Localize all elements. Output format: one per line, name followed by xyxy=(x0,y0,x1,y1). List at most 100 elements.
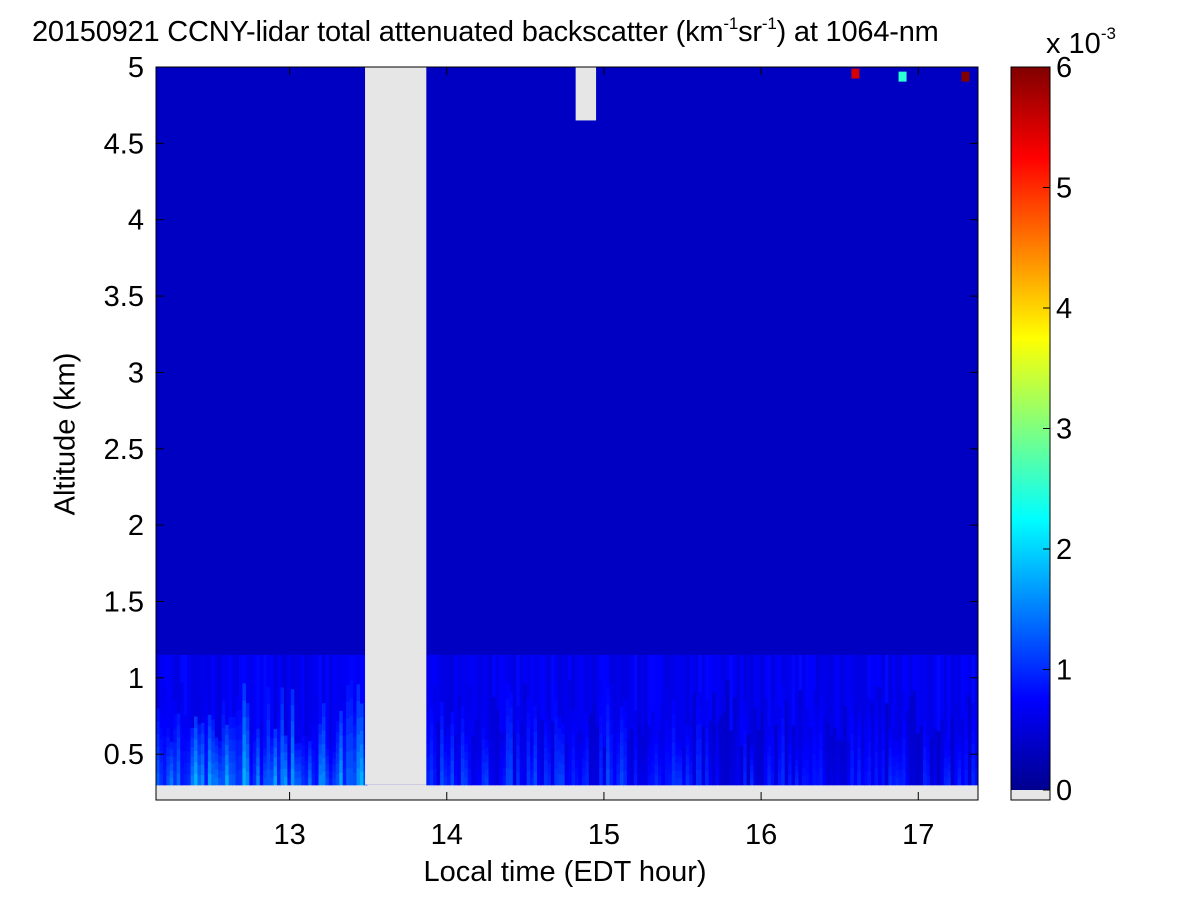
aerosol-cell xyxy=(715,774,720,786)
aerosol-cell xyxy=(781,685,786,703)
aerosol-cell xyxy=(575,768,580,778)
transition-cell xyxy=(207,654,212,715)
aerosol-cell xyxy=(801,758,807,768)
aerosol-cell xyxy=(815,771,820,786)
aerosol-cell xyxy=(301,774,306,786)
aerosol-cell xyxy=(819,767,824,786)
colorbar-nodata-swatch xyxy=(1011,790,1050,800)
aerosol-cell xyxy=(588,725,593,738)
aerosol-cell xyxy=(211,729,216,742)
aerosol-cell xyxy=(846,770,851,779)
aerosol-cell xyxy=(812,689,817,706)
aerosol-cell xyxy=(718,738,724,751)
aerosol-cell xyxy=(795,759,800,767)
aerosol-cell xyxy=(795,778,800,786)
aerosol-cell xyxy=(460,758,465,773)
y-tick-label: 1.5 xyxy=(104,586,144,618)
aerosol-cell xyxy=(654,774,659,786)
aerosol-cell xyxy=(971,771,976,786)
aerosol-cell xyxy=(808,735,813,747)
aerosol-cell xyxy=(909,755,914,771)
aerosol-cell xyxy=(902,691,907,708)
aerosol-cell xyxy=(578,729,583,740)
aerosol-cell xyxy=(770,698,775,714)
aerosol-cell xyxy=(502,748,507,759)
aerosol-cell xyxy=(280,686,285,704)
aerosol-cell xyxy=(881,696,886,716)
aerosol-cell xyxy=(630,738,635,749)
aerosol-cell xyxy=(339,772,344,786)
aerosol-cell xyxy=(812,768,817,786)
aerosol-cell xyxy=(777,732,782,747)
aerosol-cell xyxy=(346,717,351,736)
aerosol-cell xyxy=(232,750,237,763)
transition-cell xyxy=(836,654,841,740)
aerosol-cell xyxy=(705,756,710,772)
aerosol-cell xyxy=(943,749,948,759)
aerosol-cell xyxy=(637,763,642,775)
transition-cell xyxy=(453,654,459,735)
aerosol-cell xyxy=(211,751,216,764)
aerosol-cell xyxy=(450,760,455,774)
aerosol-cell xyxy=(912,690,917,707)
aerosol-cell xyxy=(245,743,250,758)
aerosol-cell xyxy=(464,742,469,752)
aerosol-cell xyxy=(633,722,638,736)
aerosol-cell xyxy=(509,706,514,724)
aerosol-cell xyxy=(321,757,327,772)
transition-cell xyxy=(637,654,642,723)
aerosol-cell xyxy=(498,730,504,741)
aerosol-cell xyxy=(609,717,614,735)
aerosol-cell xyxy=(249,734,254,746)
aerosol-cell xyxy=(905,734,910,748)
aerosol-cell xyxy=(668,728,673,741)
aerosol-cell xyxy=(273,775,278,786)
aerosol-cell xyxy=(530,776,535,786)
aerosol-cell xyxy=(346,701,351,719)
aerosol-cell xyxy=(495,734,500,748)
aerosol-cell xyxy=(245,771,250,786)
aerosol-cell xyxy=(453,767,459,777)
aerosol-cell xyxy=(760,736,765,750)
transition-cell xyxy=(798,654,803,691)
aerosol-cell xyxy=(929,777,934,786)
aerosol-cell xyxy=(235,769,240,786)
aerosol-cell xyxy=(440,770,445,786)
aerosol-cell xyxy=(290,704,295,722)
aerosol-cell xyxy=(194,773,199,786)
transition-cell xyxy=(242,654,247,684)
aerosol-cell xyxy=(819,713,824,733)
aerosol-cell xyxy=(166,755,171,767)
aerosol-cell xyxy=(905,772,910,786)
transition-cell xyxy=(739,654,744,747)
cloud-feature xyxy=(961,71,970,82)
aerosol-cell xyxy=(736,688,741,706)
aerosol-cell xyxy=(770,755,775,771)
aerosol-cell xyxy=(671,770,676,786)
aerosol-cell xyxy=(595,735,600,746)
aerosol-cell xyxy=(550,720,555,732)
aerosol-cell xyxy=(715,733,720,745)
aerosol-cell xyxy=(159,773,164,786)
aerosol-cell xyxy=(270,745,275,755)
aerosol-cell xyxy=(526,741,531,757)
aerosol-cell xyxy=(447,764,452,776)
aerosol-cell xyxy=(311,713,316,727)
aerosol-cell xyxy=(190,775,195,786)
aerosol-cell xyxy=(270,776,275,786)
aerosol-cell xyxy=(929,753,934,763)
transition-cell xyxy=(661,654,666,705)
aerosol-cell xyxy=(335,774,340,786)
transition-cell xyxy=(200,654,206,723)
aerosol-cell xyxy=(599,749,604,768)
aerosol-cell xyxy=(564,749,569,758)
aerosol-cell xyxy=(342,701,347,719)
aerosol-cell xyxy=(342,718,347,736)
aerosol-cell xyxy=(581,758,586,768)
aerosol-cell xyxy=(940,718,945,731)
aerosol-cell xyxy=(225,744,230,756)
aerosol-cell xyxy=(464,767,469,777)
aerosol-cell xyxy=(647,725,652,736)
aerosol-cell xyxy=(840,763,845,771)
transition-cell xyxy=(933,654,938,729)
